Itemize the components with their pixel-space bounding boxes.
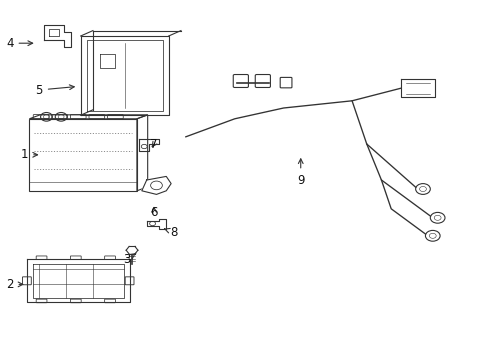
Polygon shape [142, 176, 171, 194]
Text: 6: 6 [150, 206, 158, 219]
Text: 5: 5 [35, 84, 74, 96]
Polygon shape [146, 219, 166, 229]
Text: 7: 7 [150, 138, 158, 150]
Text: 9: 9 [296, 159, 304, 186]
Text: 8: 8 [164, 226, 177, 239]
Text: 4: 4 [6, 37, 33, 50]
Text: 2: 2 [6, 278, 23, 291]
Text: 1: 1 [20, 148, 38, 161]
Text: 3: 3 [123, 253, 136, 266]
